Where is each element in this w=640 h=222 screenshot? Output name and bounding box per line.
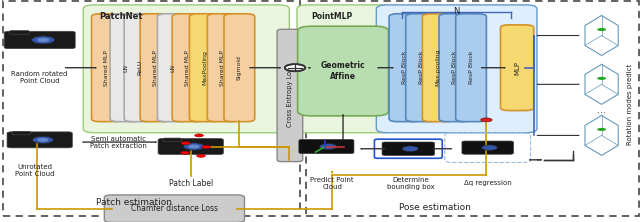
FancyBboxPatch shape (462, 141, 513, 154)
FancyBboxPatch shape (224, 14, 255, 122)
FancyBboxPatch shape (157, 14, 188, 122)
Text: Max-pooling: Max-pooling (435, 49, 440, 86)
Circle shape (597, 28, 606, 31)
Text: Shared MLP: Shared MLP (153, 50, 158, 86)
Text: Semi automatic
Patch extraction: Semi automatic Patch extraction (90, 136, 147, 149)
FancyBboxPatch shape (124, 14, 155, 122)
Text: Shared MLP: Shared MLP (104, 50, 109, 86)
Text: PointMLP: PointMLP (312, 12, 353, 21)
Circle shape (183, 143, 205, 150)
Text: Chamfer distance Loss: Chamfer distance Loss (131, 204, 218, 213)
FancyBboxPatch shape (158, 139, 223, 155)
FancyBboxPatch shape (7, 132, 72, 148)
FancyBboxPatch shape (389, 14, 420, 122)
FancyBboxPatch shape (172, 14, 203, 122)
FancyBboxPatch shape (500, 25, 534, 111)
Text: MLP: MLP (514, 61, 520, 75)
Circle shape (482, 145, 497, 150)
Text: ResP Block: ResP Block (452, 51, 457, 84)
Circle shape (188, 145, 200, 149)
FancyBboxPatch shape (439, 14, 470, 122)
Bar (306, 1, 639, 216)
Text: MaxPooling: MaxPooling (202, 50, 207, 85)
Text: Geometric
Affine: Geometric Affine (321, 61, 365, 81)
Text: N: N (453, 7, 460, 16)
Text: Shared MLP: Shared MLP (220, 50, 225, 86)
Text: Unrotated
Point Cloud: Unrotated Point Cloud (15, 165, 55, 177)
Text: ...: ... (597, 105, 606, 115)
Text: Cross Entropy Loss: Cross Entropy Loss (287, 64, 293, 127)
Text: PatchNet: PatchNet (99, 12, 143, 21)
Circle shape (195, 134, 204, 137)
FancyBboxPatch shape (297, 5, 394, 133)
FancyBboxPatch shape (4, 31, 76, 49)
Text: LN: LN (123, 64, 128, 72)
FancyBboxPatch shape (110, 14, 141, 122)
FancyBboxPatch shape (92, 14, 122, 122)
Circle shape (37, 38, 49, 42)
FancyBboxPatch shape (163, 138, 182, 141)
Circle shape (481, 118, 492, 122)
FancyBboxPatch shape (140, 14, 171, 122)
Circle shape (181, 142, 190, 145)
Bar (3, 1, 300, 216)
Circle shape (31, 36, 55, 44)
Circle shape (196, 154, 205, 157)
FancyBboxPatch shape (83, 5, 289, 133)
FancyBboxPatch shape (456, 14, 486, 122)
FancyBboxPatch shape (299, 139, 354, 154)
Text: Shared MLP: Shared MLP (185, 50, 190, 86)
Circle shape (597, 77, 606, 80)
Circle shape (402, 146, 419, 152)
Text: Determine
bounding box: Determine bounding box (387, 177, 435, 190)
FancyBboxPatch shape (12, 131, 31, 135)
FancyBboxPatch shape (422, 14, 453, 122)
FancyBboxPatch shape (10, 31, 29, 34)
Text: Patch estimation: Patch estimation (97, 198, 172, 206)
Text: ReLU: ReLU (137, 60, 142, 75)
Text: Random rotated
Point Cloud: Random rotated Point Cloud (12, 71, 68, 84)
Text: ResP Block: ResP Block (468, 51, 474, 84)
FancyBboxPatch shape (376, 5, 537, 133)
FancyBboxPatch shape (406, 14, 436, 122)
Text: Predict Point
Cloud: Predict Point Cloud (310, 177, 354, 190)
Circle shape (285, 64, 305, 71)
Circle shape (180, 151, 189, 154)
Circle shape (32, 136, 54, 143)
FancyBboxPatch shape (382, 142, 435, 155)
Text: Δq regression: Δq regression (464, 180, 511, 186)
Text: ResP Block: ResP Block (402, 51, 407, 84)
FancyBboxPatch shape (104, 195, 244, 222)
FancyBboxPatch shape (277, 29, 303, 162)
Circle shape (597, 128, 606, 131)
Text: ResP Block: ResP Block (419, 51, 424, 84)
Circle shape (320, 144, 337, 149)
FancyBboxPatch shape (298, 26, 388, 116)
FancyBboxPatch shape (189, 14, 220, 122)
Text: Pose estimation: Pose estimation (399, 203, 471, 212)
FancyBboxPatch shape (207, 14, 238, 122)
Circle shape (202, 145, 211, 149)
Circle shape (37, 138, 49, 142)
Text: Rotation modes predict: Rotation modes predict (627, 64, 634, 145)
Text: Sigmoid: Sigmoid (237, 55, 242, 80)
Text: LN: LN (170, 64, 175, 72)
Text: Patch Label: Patch Label (168, 179, 213, 188)
